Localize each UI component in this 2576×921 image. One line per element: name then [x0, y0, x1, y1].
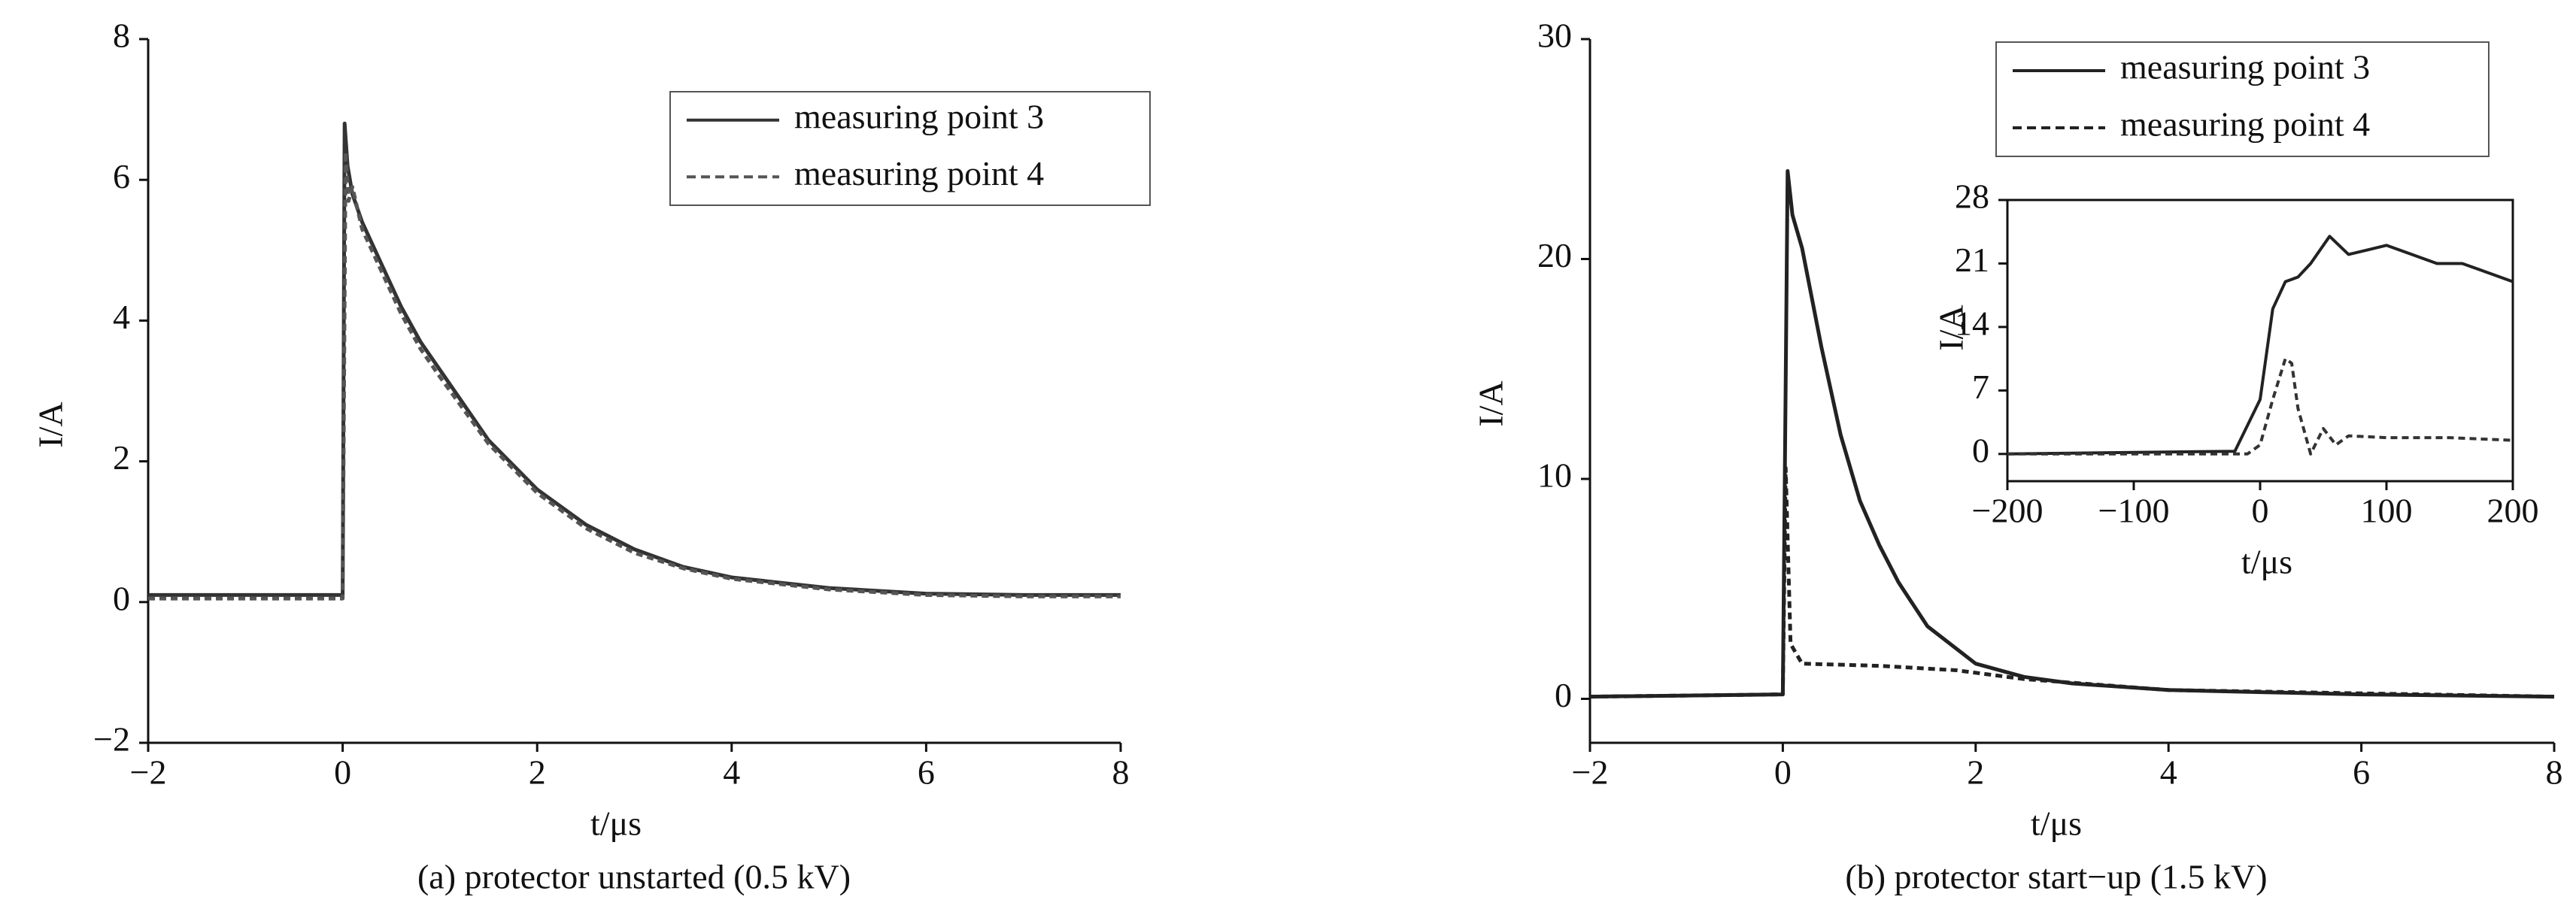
y-tick-label: 0 — [1555, 676, 1572, 714]
x-tick-label: 6 — [2353, 753, 2370, 792]
x-tick-label: 4 — [723, 753, 740, 792]
y-tick-label: 0 — [1972, 431, 1989, 469]
x-tick-label: 6 — [918, 753, 935, 792]
series-line — [1589, 169, 2555, 699]
plot-frame — [2006, 198, 2514, 483]
y-tick-label: 6 — [113, 157, 130, 195]
x-tick-label: 0 — [334, 753, 351, 792]
legend-box — [669, 91, 1151, 206]
x-tick-label: −2 — [1572, 753, 1609, 792]
x-axis-label: t/μs — [2241, 543, 2292, 581]
legend-box — [1995, 41, 2490, 157]
x-tick-label: 8 — [1112, 753, 1130, 792]
legend-label: measuring point 4 — [794, 154, 1044, 192]
y-tick-label: 8 — [113, 17, 130, 55]
y-tick-label: 10 — [1537, 456, 1572, 495]
x-tick-label: 200 — [2487, 492, 2539, 530]
y-tick-label: 7 — [1972, 368, 1989, 406]
y-tick-label: 2 — [113, 438, 130, 477]
y-axis-label: I/A — [32, 401, 70, 447]
x-tick-label: 0 — [1774, 753, 1792, 792]
x-axis-label: t/μs — [590, 804, 642, 843]
y-axis-label: I/A — [1932, 304, 1971, 350]
series-line — [2007, 235, 2514, 456]
y-tick-label: 28 — [1955, 177, 1989, 216]
caption: (a) protector unstarted (0.5 kV) — [417, 858, 851, 896]
legend-label: measuring point 4 — [2120, 105, 2370, 144]
series-line — [1589, 465, 2555, 699]
y-tick-label: 20 — [1537, 236, 1572, 274]
x-tick-label: 2 — [1967, 753, 1984, 792]
x-tick-label: −100 — [2098, 492, 2170, 530]
x-tick-label: 100 — [2361, 492, 2413, 530]
x-tick-label: 4 — [2160, 753, 2177, 792]
y-tick-label: −2 — [93, 720, 130, 759]
y-tick-label: 30 — [1537, 17, 1572, 55]
x-tick-label: 8 — [2546, 753, 2563, 792]
series-line — [2007, 357, 2514, 456]
x-tick-label: −2 — [130, 753, 167, 792]
x-axis-label: t/μs — [2031, 804, 2082, 843]
series-line — [148, 150, 1121, 601]
y-axis-label: I/A — [1472, 380, 1510, 426]
legend-label: measuring point 3 — [2120, 48, 2370, 86]
x-tick-label: 2 — [529, 753, 546, 792]
x-tick-label: 0 — [2252, 492, 2269, 530]
legend-label: measuring point 3 — [794, 97, 1044, 135]
x-tick-label: −200 — [1972, 492, 2044, 530]
y-tick-label: 21 — [1955, 241, 1989, 279]
y-tick-label: 4 — [113, 298, 130, 336]
y-tick-label: 14 — [1955, 304, 1989, 342]
y-tick-label: 0 — [113, 579, 130, 617]
caption: (b) protector start−up (1.5 kV) — [1845, 858, 2267, 896]
